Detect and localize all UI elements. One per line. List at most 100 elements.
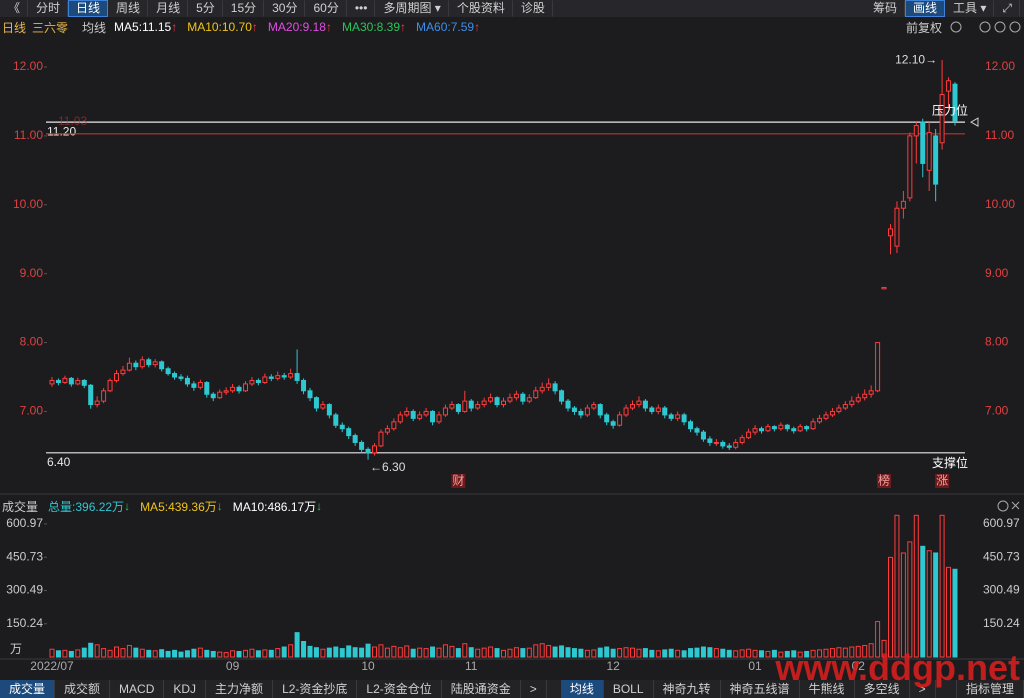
indicator-tab[interactable]: 主力净额 — [206, 680, 274, 698]
x-tick-label: 09 — [226, 659, 240, 673]
candle-body — [952, 83, 958, 122]
candle-body — [223, 390, 229, 393]
candle-body — [101, 390, 107, 402]
indicator-tab[interactable]: KDJ — [164, 680, 207, 698]
overlay-tab[interactable]: 多空线 — [855, 680, 910, 698]
candle-body — [281, 375, 287, 378]
volume-tick-label-right: 450.73 — [983, 549, 1020, 563]
volume-bar — [829, 648, 835, 658]
ma-legend: 日线 三六零 均线 MA5:11.15 ↑ MA10:10.70 ↑ MA20:9.18 ↑ MA… — [0, 18, 1024, 36]
toolbar-button[interactable]: 60分 — [305, 0, 347, 17]
candle-body — [926, 131, 932, 171]
candle-body — [120, 369, 126, 375]
volume-bar — [713, 648, 719, 658]
x-tick-label: 2022/07 — [30, 659, 74, 673]
overlay-tab[interactable]: 牛熊线 — [800, 680, 855, 698]
candle-body — [655, 407, 661, 412]
volume-bar — [378, 644, 384, 658]
toolbar-button[interactable]: 工具 ▾ — [945, 0, 995, 17]
resistance-label: 压力位 — [932, 102, 968, 117]
candle-body — [739, 437, 745, 443]
toolbar-button[interactable]: 日线 — [68, 0, 109, 17]
candle-body — [888, 228, 893, 237]
toolbar-button[interactable]: 筹码 — [865, 0, 906, 17]
candle-body — [133, 362, 139, 368]
volume-bar — [791, 650, 797, 658]
indicator-tab[interactable]: 成交额 — [55, 680, 111, 698]
candle-body — [359, 441, 365, 450]
overlay-tab[interactable]: 神奇九转 — [654, 680, 721, 698]
toolbar-button[interactable]: 个股资料 — [449, 0, 513, 17]
event-label: 财 — [452, 474, 464, 488]
volume-bar — [759, 650, 764, 658]
overlay-tab[interactable]: 神奇五线谱 — [721, 680, 800, 698]
indicator-tab[interactable]: L2-资金仓位 — [357, 680, 442, 698]
candle-body — [881, 286, 887, 290]
candle-body — [720, 441, 726, 447]
toolbar-button[interactable]: 多周期图 ▾ — [375, 0, 449, 17]
candle-body — [907, 135, 913, 199]
candle-body — [275, 375, 281, 379]
indicator-tab[interactable]: 陆股通资金 — [442, 680, 521, 698]
candle-body — [378, 431, 384, 447]
candle-body — [326, 404, 332, 416]
candle-body — [165, 368, 171, 375]
candle-body — [849, 400, 855, 406]
volume-bar — [94, 644, 100, 658]
indicator-tab[interactable]: MACD — [110, 680, 165, 698]
candle-body — [700, 431, 706, 440]
candle-body — [855, 397, 861, 402]
toolbar-button[interactable]: ••• — [347, 0, 376, 17]
volume-bar — [210, 650, 216, 658]
volume-bar — [55, 650, 61, 658]
candle-body — [372, 445, 377, 454]
candle-body — [913, 125, 919, 137]
candle-body — [436, 414, 442, 423]
volume-bar — [423, 648, 429, 658]
volume-bar — [326, 647, 332, 658]
volume-bar — [584, 649, 590, 658]
toolbar-button[interactable]: 周线 — [108, 0, 149, 17]
overlay-tab[interactable]: 均线 — [560, 680, 604, 698]
candle-body — [243, 383, 248, 392]
overlay-tab[interactable]: > — [910, 680, 936, 698]
toolbar-button[interactable]: 5分 — [188, 0, 223, 17]
candle-body — [442, 407, 448, 416]
toolbar-button[interactable]: 月线 — [148, 0, 189, 17]
indicator-tab[interactable]: L2-资金抄底 — [273, 680, 358, 698]
volume-bar — [907, 541, 913, 658]
volume-bar — [391, 645, 397, 658]
indicator-tab[interactable]: > — [521, 680, 547, 698]
candle-body — [126, 362, 132, 371]
indicator-tab[interactable]: 成交量 — [0, 680, 56, 698]
low-label: ←6.30 — [370, 460, 406, 474]
volume-bar — [204, 649, 210, 658]
x-tick-label: 11 — [465, 659, 478, 673]
candle-body — [836, 407, 842, 412]
volume-bar — [410, 648, 416, 658]
toolbar-button[interactable]: ⤢ — [994, 0, 1020, 17]
manage-button[interactable]: 指标管理 — [955, 680, 1024, 698]
volume-bar — [810, 649, 816, 658]
volume-tick-label: 600.97 — [6, 516, 43, 530]
candle-body — [146, 359, 152, 366]
toolbar-button[interactable]: 15分 — [223, 0, 265, 17]
reference-label: 11.20 — [47, 124, 76, 138]
volume-unit: 万 — [10, 642, 22, 656]
adjust-mode[interactable]: 前复权 — [906, 20, 943, 35]
toolbar-button[interactable]: 诊股 — [513, 0, 553, 17]
candle-body — [623, 407, 629, 416]
volume-stat: MA5:439.36万 — [140, 499, 217, 514]
volume-bar — [255, 650, 261, 658]
toolbar-button[interactable]: 分时 — [28, 0, 69, 17]
toolbar-button[interactable]: 《 — [0, 0, 29, 17]
candle-body — [191, 383, 197, 388]
candle-body — [268, 376, 274, 379]
volume-bar — [178, 651, 184, 658]
ma-value: MA20:9.18 — [267, 20, 326, 34]
candle-body — [771, 426, 777, 430]
volume-tick-label: 450.73 — [6, 549, 43, 563]
overlay-tab[interactable]: BOLL — [604, 680, 654, 698]
toolbar-button[interactable]: 画线 — [905, 0, 946, 17]
toolbar-button[interactable]: 30分 — [264, 0, 306, 17]
